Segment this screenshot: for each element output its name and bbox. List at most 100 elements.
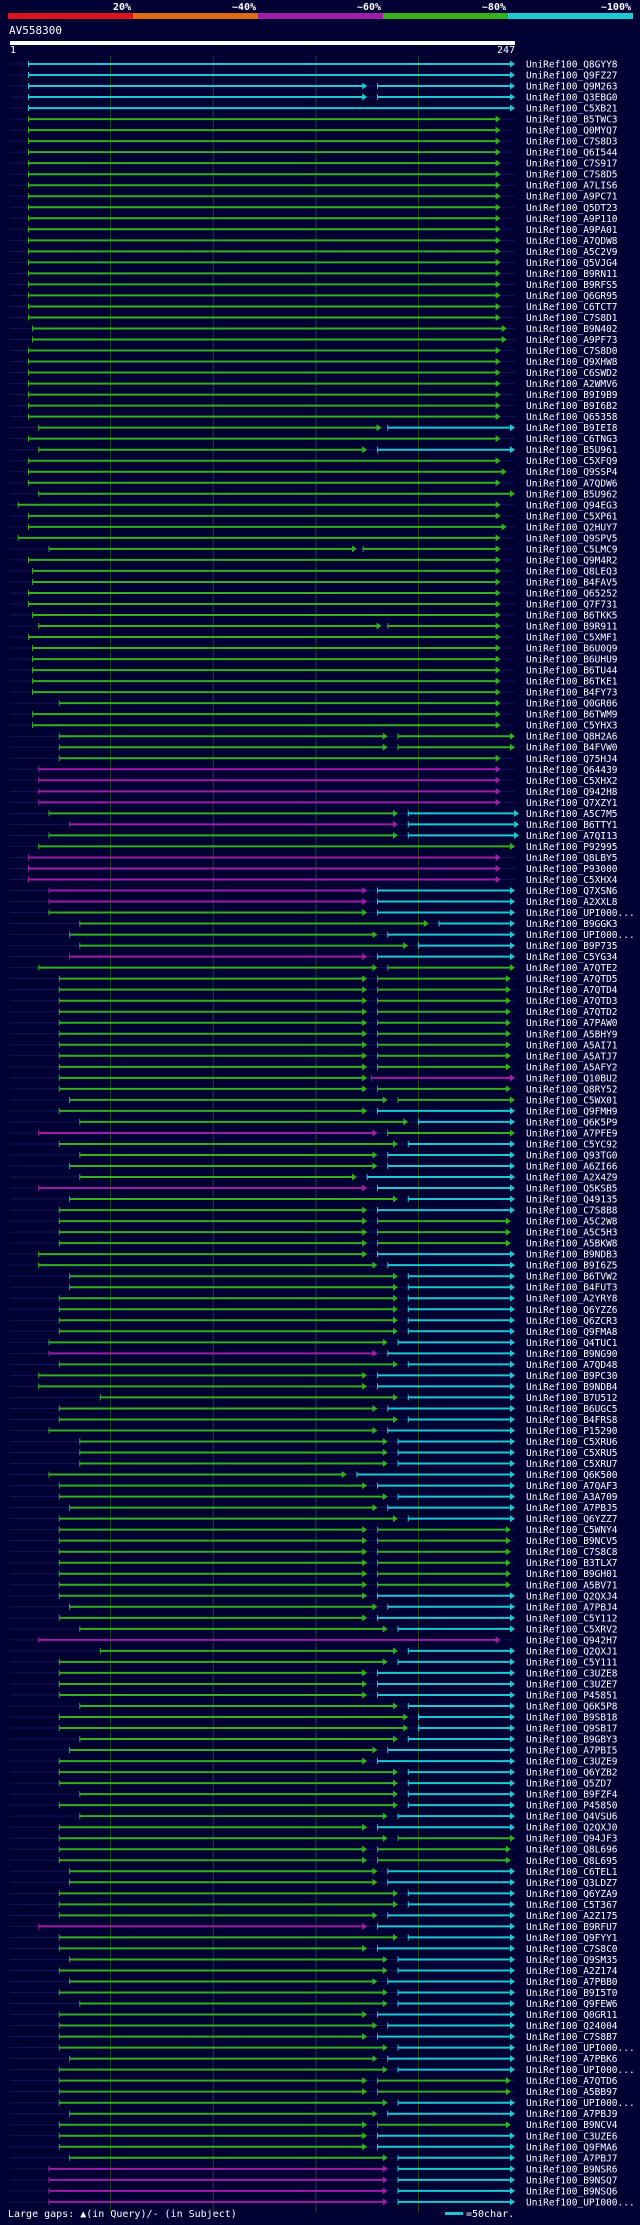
hit-segment-arrow bbox=[510, 2143, 515, 2151]
hit-segment-arrow bbox=[392, 1801, 398, 1809]
hit-row: UniRef100_B9FZF4 bbox=[10, 1790, 618, 1801]
hit-segment-arrow bbox=[362, 1944, 368, 1952]
hit-segment-arrow bbox=[510, 1107, 515, 1115]
hit-row: UniRef100_Q8RY52 bbox=[10, 1084, 618, 1095]
hit-segment-arrow bbox=[495, 347, 501, 355]
hit-label: UniRef100_A7QTD4 bbox=[526, 985, 618, 996]
hit-segment-arrow bbox=[362, 1085, 368, 1093]
hit-segment-arrow bbox=[510, 909, 515, 917]
hit-label: UniRef100_Q4TUC1 bbox=[526, 1338, 618, 1349]
hit-segment-arrow bbox=[505, 1548, 511, 1556]
hit-label: UniRef100_Q9FMH9 bbox=[526, 1106, 618, 1117]
hit-row: UniRef100_B9NDB3 bbox=[10, 1250, 618, 1261]
hit-row: UniRef100_A7QTD6 bbox=[10, 2076, 618, 2087]
hit-label: UniRef100_Q2QXJ1 bbox=[526, 1646, 618, 1657]
hit-label: UniRef100_A2Z175 bbox=[526, 1911, 618, 1922]
hit-segment-arrow bbox=[362, 1052, 368, 1060]
hit-segment-arrow bbox=[510, 1922, 515, 1930]
hit-label: UniRef100_A5C2W8 bbox=[526, 1217, 618, 1228]
hit-segment-arrow bbox=[510, 1878, 515, 1886]
hit-label: UniRef100_B9NSR6 bbox=[526, 2164, 618, 2175]
hit-row: UniRef100_Q94EG3 bbox=[10, 500, 618, 511]
hit-label: UniRef100_Q2HUY7 bbox=[526, 522, 618, 533]
hit-label: UniRef100_B9RFS5 bbox=[526, 280, 618, 291]
hit-row: UniRef100_P92995 bbox=[10, 842, 618, 853]
hit-segment-arrow bbox=[382, 1438, 388, 1445]
legend-color-bar bbox=[508, 13, 633, 19]
hit-segment-arrow bbox=[495, 655, 501, 663]
hit-row: UniRef100_Q5ZD7 bbox=[10, 1779, 612, 1790]
hit-segment-arrow bbox=[505, 1239, 511, 1247]
hit-row: UniRef100_B6TTY1 bbox=[10, 820, 618, 831]
hit-segment-arrow bbox=[510, 1768, 515, 1776]
hit-label: UniRef100_A7PBJ7 bbox=[526, 2153, 618, 2164]
hit-label: UniRef100_A7QI13 bbox=[526, 831, 618, 842]
hit-label: UniRef100_C6SWD2 bbox=[526, 368, 618, 379]
hit-segment-arrow bbox=[510, 942, 515, 950]
hit-segment-arrow bbox=[362, 1217, 368, 1225]
hit-label: UniRef100_A7PBJ5 bbox=[526, 1503, 618, 1514]
hit-segment-arrow bbox=[510, 920, 515, 928]
hit-segment-arrow bbox=[372, 1426, 378, 1434]
hit-segment-arrow bbox=[495, 666, 501, 674]
hit-segment-arrow bbox=[495, 126, 501, 134]
hit-label: UniRef100_B4FRS8 bbox=[526, 1415, 618, 1426]
hit-row: UniRef100_A9P110 bbox=[10, 214, 618, 225]
hit-segment-arrow bbox=[510, 1371, 515, 1379]
hit-label: UniRef100_A5BB97 bbox=[526, 2087, 618, 2098]
hit-segment-arrow bbox=[423, 920, 429, 928]
hit-label: UniRef100_A7PBJ9 bbox=[526, 2109, 618, 2120]
hit-row: UniRef100_Q3LDZ7 bbox=[10, 1878, 618, 1889]
hit-label: UniRef100_Q4VSU6 bbox=[526, 1812, 618, 1823]
hit-segment-arrow bbox=[362, 975, 368, 983]
hit-row: UniRef100_B9NSQ6 bbox=[10, 2186, 618, 2197]
hit-row: UniRef100_Q6K500 bbox=[10, 1470, 618, 1481]
hit-segment-arrow bbox=[495, 501, 501, 509]
hit-row: UniRef100_A7PBB0 bbox=[10, 1977, 618, 1988]
hit-segment-arrow bbox=[510, 1823, 515, 1831]
hit-row: UniRef100_Q6K5P8 bbox=[10, 1701, 618, 1712]
hit-segment-arrow bbox=[362, 986, 368, 994]
hit-segment-arrow bbox=[510, 1966, 515, 1974]
hit-row: UniRef100_C3UZE9 bbox=[10, 1757, 618, 1768]
hit-segment-arrow bbox=[495, 203, 501, 211]
ruler-start-label: 1 bbox=[10, 45, 16, 56]
hit-row: UniRef100_C7S8B8 bbox=[10, 1206, 618, 1217]
hit-label: UniRef100_Q8RY52 bbox=[526, 1084, 618, 1095]
hit-row: UniRef100_A7QTD3 bbox=[10, 996, 618, 1007]
hit-row: UniRef100_Q6YZZ6 bbox=[10, 1305, 618, 1316]
hit-segment-arrow bbox=[376, 424, 382, 432]
hit-segment-arrow bbox=[510, 1647, 515, 1655]
hit-segment-arrow bbox=[495, 699, 501, 707]
query-name: AV558300 bbox=[9, 24, 62, 37]
hit-row: UniRef100_A7LIS6 bbox=[10, 181, 618, 192]
hit-segment-arrow bbox=[510, 2132, 515, 2140]
scale-note: =50char. bbox=[466, 2209, 514, 2220]
hit-segment-arrow bbox=[510, 743, 515, 751]
hit-segment-arrow bbox=[495, 754, 501, 762]
hit-label: UniRef100_UPI000... bbox=[526, 930, 635, 941]
hit-segment-arrow bbox=[362, 1482, 368, 1490]
hit-label: UniRef100_A7QTD5 bbox=[526, 974, 618, 985]
hit-row: UniRef100_B4FY73 bbox=[10, 688, 618, 699]
hit-row: UniRef100_Q8LEQ3 bbox=[10, 566, 618, 577]
hit-segment-arrow bbox=[495, 776, 501, 784]
hit-label: UniRef100_B9NCV4 bbox=[526, 2120, 618, 2131]
hit-segment-arrow bbox=[510, 1415, 515, 1423]
hit-label: UniRef100_Q9SPV5 bbox=[526, 533, 618, 544]
hit-label: UniRef100_A7QTE2 bbox=[526, 963, 618, 974]
hit-segment-arrow bbox=[362, 1856, 368, 1864]
hit-row: UniRef100_Q0MYQ7 bbox=[10, 126, 618, 137]
hit-label: UniRef100_UPI000... bbox=[526, 2197, 635, 2208]
hit-segment-arrow bbox=[510, 2022, 515, 2030]
hit-label: UniRef100_P92995 bbox=[526, 842, 618, 853]
hit-row: UniRef100_C5Y111 bbox=[10, 1657, 618, 1668]
hit-row: UniRef100_Q9FEW6 bbox=[10, 1999, 618, 2010]
hit-segment-arrow bbox=[510, 887, 515, 894]
hit-segment-arrow bbox=[392, 1768, 398, 1776]
hit-segment-arrow bbox=[495, 864, 501, 872]
hit-segment-arrow bbox=[510, 1713, 515, 1721]
hit-label: UniRef100_A7PAW0 bbox=[526, 1018, 618, 1029]
hit-row: UniRef100_B6UGC5 bbox=[10, 1404, 618, 1415]
hit-segment-arrow bbox=[495, 798, 501, 806]
